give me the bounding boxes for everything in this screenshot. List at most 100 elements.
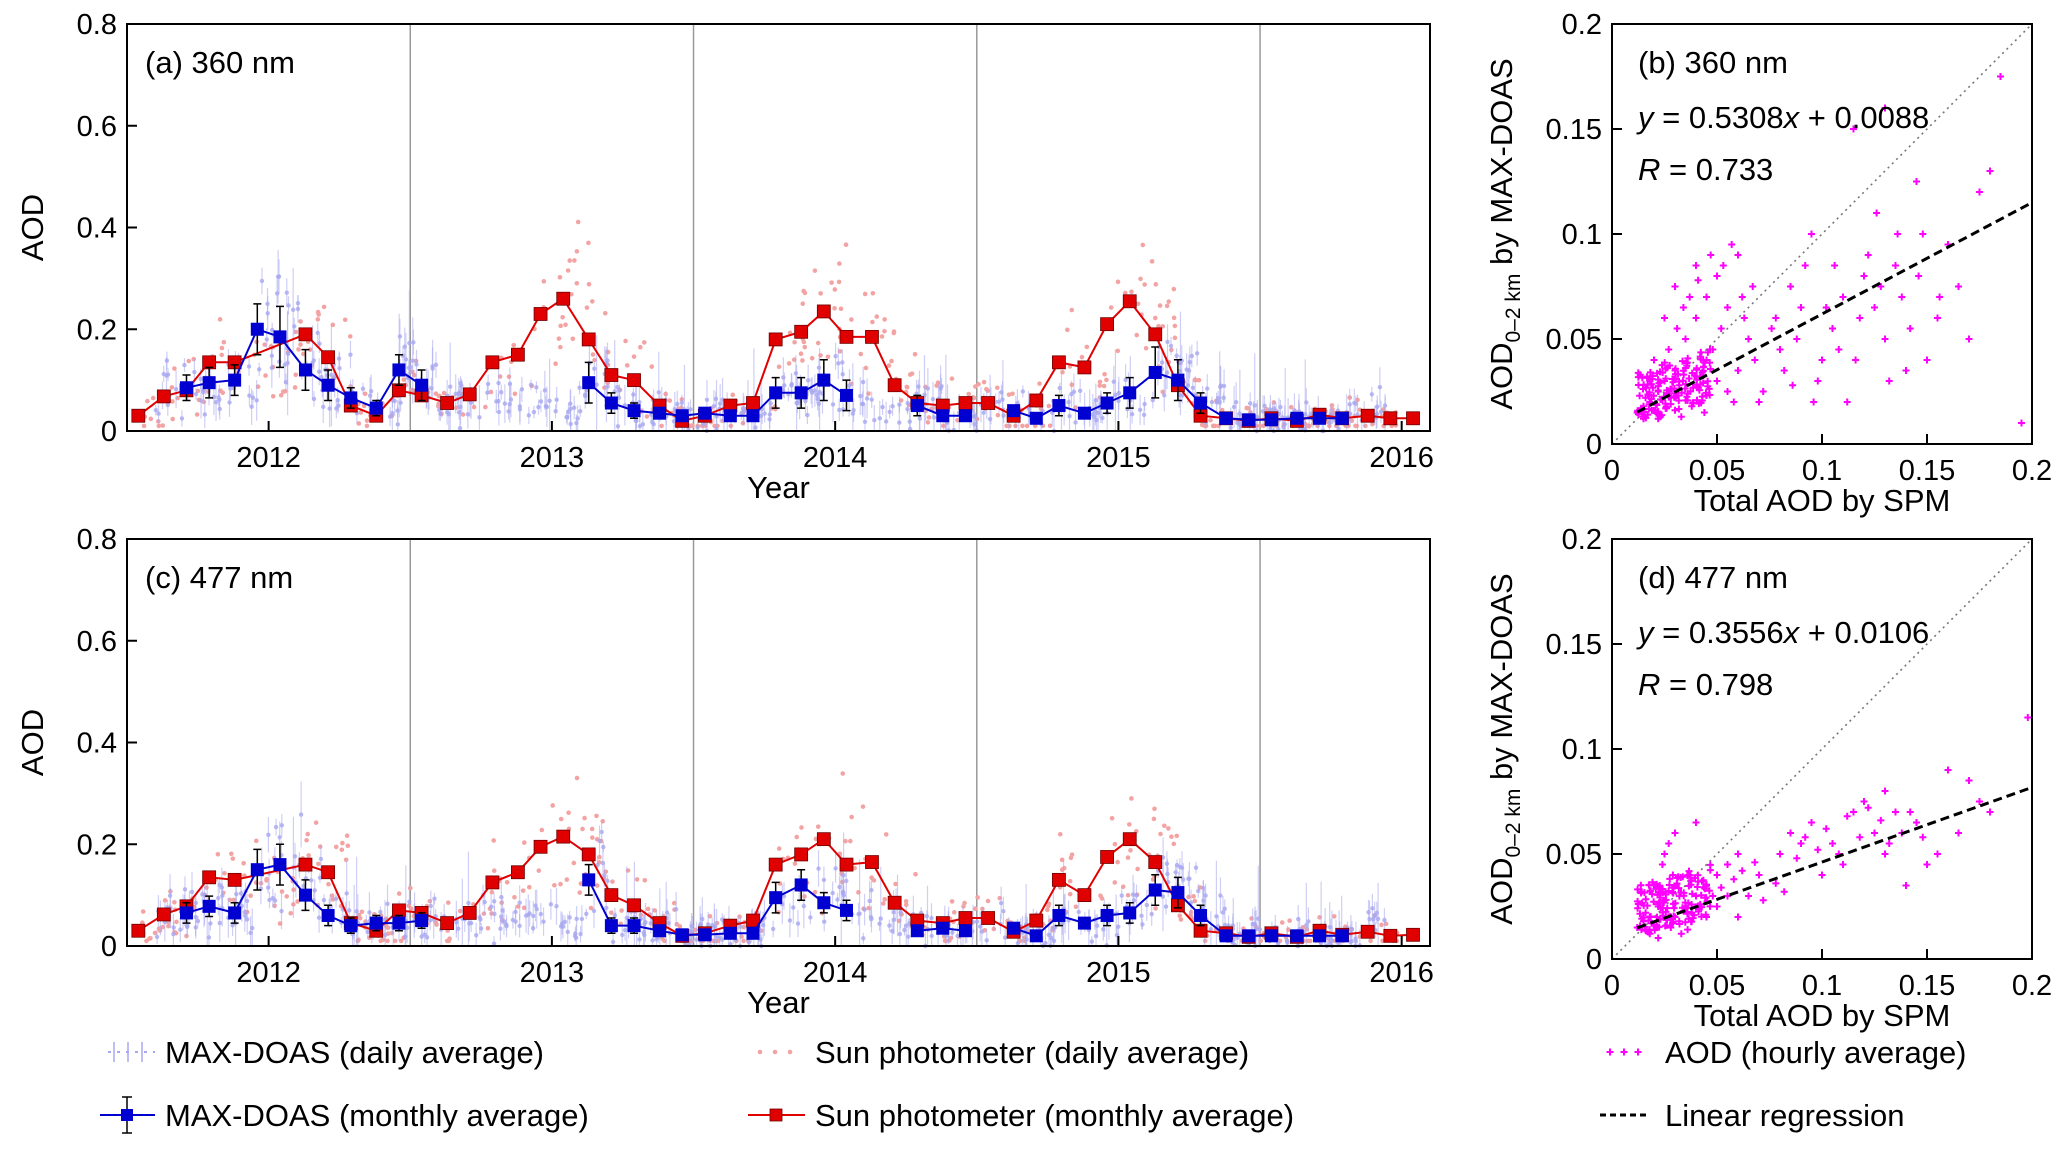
sun-photometer-monthly-marker <box>1122 832 1137 847</box>
y-tick-label: 0.15 <box>1546 629 1602 661</box>
sun-photometer-daily-point <box>852 865 857 871</box>
scatter-point <box>1669 919 1677 927</box>
max-doas-daily-point <box>837 884 842 890</box>
sun-photometer-daily-point <box>1108 305 1114 310</box>
equation-y: y <box>1636 615 1656 650</box>
scatter-point <box>1780 888 1788 896</box>
scatter-point <box>1683 359 1690 367</box>
sun-photometer-daily-point <box>560 314 565 320</box>
max-doas-daily-point <box>444 410 450 415</box>
y-tick-label: 0 <box>101 416 117 448</box>
max-doas-daily-point <box>591 908 597 914</box>
max-doas-monthly-marker <box>582 873 596 887</box>
sun-photometer-daily-point <box>481 911 487 916</box>
sun-photometer-daily-point <box>858 351 864 357</box>
max-doas-daily-point <box>1179 865 1185 870</box>
max-doas-daily-point <box>321 897 327 903</box>
sun-photometer-daily-point <box>1354 423 1359 429</box>
max-doas-daily-point <box>816 365 822 370</box>
max-doas-daily-point <box>869 397 874 402</box>
y-tick-label: 0 <box>1586 944 1602 976</box>
max-doas-daily-point <box>1370 906 1375 911</box>
scatter-point <box>1649 384 1657 392</box>
sun-photometer-daily-point <box>1191 894 1196 899</box>
max-doas-daily-point <box>167 893 173 898</box>
sun-photometer-monthly-marker <box>1148 327 1163 342</box>
max-doas-daily-point <box>808 915 813 920</box>
sun-photometer-daily-point <box>843 838 848 844</box>
sun-photometer-daily-point <box>848 838 853 844</box>
scatter-point <box>1856 314 1864 322</box>
sun-photometer-daily-point <box>491 868 497 874</box>
x-tick-label: 0.1 <box>1802 455 1842 487</box>
sun-photometer-daily-point <box>662 938 667 944</box>
scatter-point <box>1864 251 1872 259</box>
scatter-point <box>1724 388 1731 395</box>
scatter-point <box>1671 829 1679 837</box>
x-tick-label: 0.05 <box>1689 970 1745 1002</box>
max-doas-daily-point <box>1348 411 1353 417</box>
sun-photometer-monthly-marker <box>485 355 500 370</box>
max-doas-daily-point <box>1140 922 1145 927</box>
sun-photometer-daily-point <box>298 342 303 347</box>
scatter-panel-d: 00 0.05 0.05 0.1 0.1 0.15 0.15 0.2 0.2 Total AOD … <box>1484 524 2052 1033</box>
max-doas-monthly-marker <box>794 386 808 400</box>
max-doas-daily-point <box>182 887 188 892</box>
scatter-point <box>1713 871 1721 879</box>
sun-photometer-daily-point <box>553 361 558 366</box>
scatter-point <box>1692 314 1700 322</box>
sun-photometer-daily-point <box>1115 279 1121 285</box>
max-doas-daily-point <box>1162 393 1167 398</box>
legend-regression-label: Linear regression <box>1665 1098 1905 1133</box>
y-axis-label: AOD0–2 km by MAX-DOAS <box>1484 58 1525 409</box>
equation-intercept: + 0.0088 <box>1799 100 1929 135</box>
max-doas-daily-point <box>213 400 219 405</box>
max-doas-daily-point <box>272 898 278 903</box>
sun-photometer-monthly-marker <box>1077 360 1092 375</box>
max-doas-daily-point <box>284 290 289 295</box>
scatter-point <box>1685 882 1693 890</box>
max-doas-daily-point <box>1353 401 1358 406</box>
max-doas-daily-point <box>805 412 810 418</box>
scatter-point <box>1675 884 1683 892</box>
sun-photometer-daily-point <box>815 340 821 346</box>
legend-max-doas-daily-label: MAX-DOAS (daily average) <box>165 1035 544 1070</box>
scatter-point <box>1902 882 1910 889</box>
max-doas-daily-point <box>624 915 629 921</box>
sun-photometer-daily-point <box>1079 354 1085 360</box>
max-doas-daily-point <box>833 866 838 871</box>
sun-photometer-monthly-marker <box>533 307 548 321</box>
max-doas-daily-point <box>666 920 671 926</box>
x-tick-label: 0.05 <box>1689 455 1745 487</box>
max-doas-daily-point <box>536 404 541 410</box>
sun-photometer-daily-point <box>1097 383 1103 388</box>
max-doas-daily-point <box>367 393 373 398</box>
sun-photometer-daily-point <box>1152 806 1157 812</box>
max-doas-daily-point <box>1220 910 1226 915</box>
max-doas-daily-point <box>395 422 401 427</box>
sun-photometer-monthly-marker <box>887 895 902 910</box>
sun-photometer-daily-point <box>489 889 495 895</box>
scatter-point <box>1690 911 1698 919</box>
scatter-point <box>1663 364 1671 372</box>
legend-sun-daily-point <box>757 1049 763 1055</box>
max-doas-daily-point <box>830 402 836 407</box>
sun-photometer-daily-point <box>619 908 624 913</box>
sun-photometer-daily-point <box>674 921 680 927</box>
sun-photometer-monthly-marker <box>321 350 336 365</box>
max-doas-daily-point <box>862 419 868 424</box>
max-doas-monthly-marker <box>1077 916 1091 930</box>
scatter-point <box>1787 829 1794 837</box>
max-doas-daily-point <box>286 303 291 308</box>
max-doas-daily-point <box>1228 425 1233 430</box>
sun-photometer-daily-point <box>1166 299 1172 304</box>
sun-photometer-daily-point <box>667 398 673 403</box>
max-doas-daily-point <box>1257 927 1262 932</box>
scatter-point <box>1662 891 1670 899</box>
timeseries-panel-a: 0 0.2 0.4 0.6 0.8 2012 2013 2014 2015 2016 Year AOD… <box>15 9 1434 505</box>
max-doas-daily-point <box>492 911 497 917</box>
sun-photometer-daily-point <box>588 905 594 911</box>
max-doas-daily-point <box>1149 911 1154 917</box>
scatter-point <box>1658 411 1666 419</box>
max-doas-daily-point <box>502 401 508 406</box>
